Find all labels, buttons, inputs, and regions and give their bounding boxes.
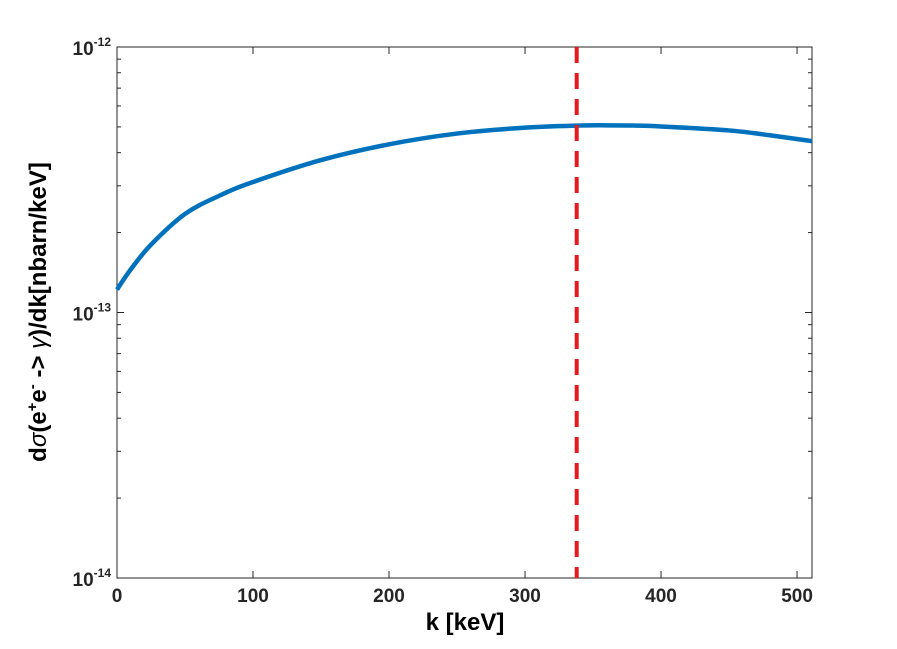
x-tick-label: 0 [112, 586, 123, 607]
x-tick-label: 300 [509, 586, 541, 607]
y-tick-label: 10-12 [73, 35, 112, 60]
y-minor-ticks [117, 58, 812, 499]
y-axis-label: dσ(e+e- -> γ)/dk[nbarn/keV] [24, 162, 52, 462]
plot-area [116, 46, 813, 579]
series-line [115, 123, 813, 291]
y-tick-label: 10-13 [73, 301, 112, 326]
x-axis-label: k [keV] [426, 609, 505, 636]
x-ticks: 0 100 200 300 400 500 [112, 47, 813, 607]
y-ticks: 10-14 10-13 10-12 [73, 35, 812, 591]
x-tick-label: 500 [781, 586, 813, 607]
y-tick-label: 10-14 [73, 566, 112, 591]
x-tick-label: 100 [237, 586, 269, 607]
series-layer [115, 123, 813, 291]
x-tick-label: 200 [373, 586, 405, 607]
x-tick-label: 400 [645, 586, 677, 607]
